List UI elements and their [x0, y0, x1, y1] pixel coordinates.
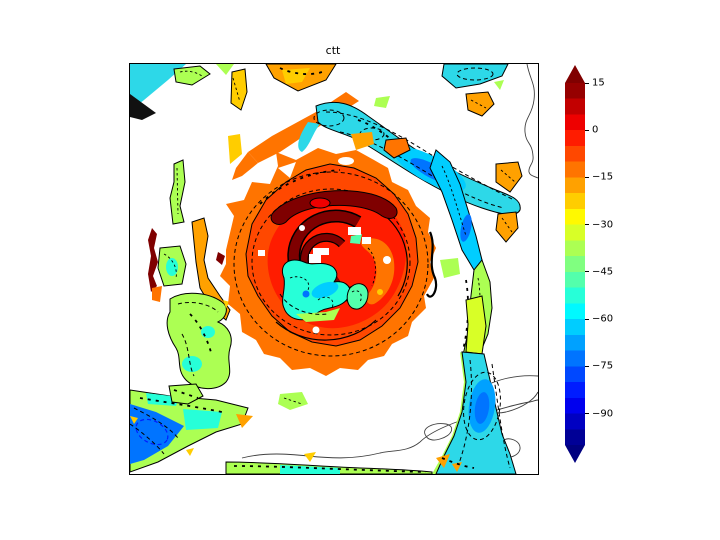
colorbar-tick-label: −60 — [592, 313, 614, 325]
cloud-arm-southwest — [166, 292, 232, 405]
colorbar-tick-label: −15 — [592, 171, 614, 183]
colorbar-tick-label: −30 — [592, 219, 614, 231]
colorbar-tick-label: −90 — [592, 408, 614, 420]
colorbar-tickmark — [585, 224, 589, 226]
colorbar-tickmark — [585, 271, 589, 273]
colorbar-tickmark — [585, 176, 589, 178]
colorbar-tick-label: −75 — [592, 360, 614, 372]
cloud-band-bottom-left — [130, 389, 433, 474]
colorbar-tickmark — [585, 318, 589, 320]
cloud-patch-top-left — [130, 64, 248, 164]
cloud-patches-orange-right — [351, 91, 523, 243]
cloud-strips-left — [148, 159, 231, 321]
colorbar-tick-label: −45 — [592, 266, 614, 278]
colorbar: 15 0 −15 −30 −45 −60 −75 −90 — [565, 65, 675, 465]
colorbar-extend-max-arrow — [565, 65, 585, 83]
colorbar-extend-min-arrow — [565, 445, 585, 463]
cloud-band-bottom-right — [432, 295, 517, 474]
colorbar-tickmark — [585, 82, 589, 84]
contour-field — [130, 64, 538, 474]
colorbar-gradient: 15 0 −15 −30 −45 −60 −75 −90 — [565, 78, 613, 445]
cloud-patches-south — [278, 392, 308, 410]
colorbar-tickmark — [585, 413, 589, 415]
plot-area — [129, 63, 539, 475]
colorbar-tick-label: 15 — [592, 77, 605, 89]
plot-title: ctt — [325, 44, 341, 57]
colorbar-tickmark — [585, 365, 589, 367]
colorbar-tickmark — [585, 129, 589, 131]
storm-core — [220, 148, 438, 376]
colorbar-tick-label: 0 — [592, 124, 599, 136]
